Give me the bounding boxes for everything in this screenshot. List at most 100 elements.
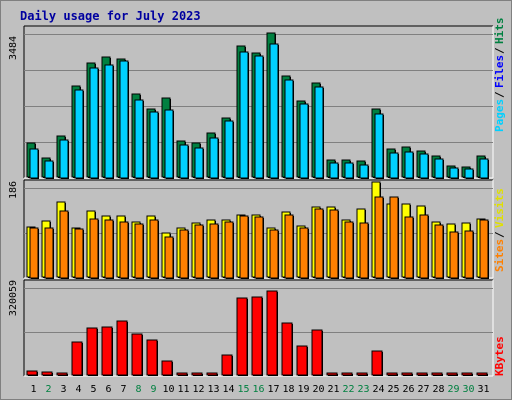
bar-hits-files-pages-files-day-19 [299, 103, 309, 179]
bar-visits-sites-sites-day-12 [194, 224, 204, 279]
x-tick-label-day-12: 12 [192, 384, 204, 395]
bar-visits-sites-sites-day-2 [44, 227, 54, 279]
bar-hits-files-pages-files-day-20 [314, 86, 324, 179]
bar-visits-sites-sites-day-10 [164, 236, 174, 279]
x-tick-label-day-10: 10 [162, 384, 174, 395]
bar-hits-files-pages-files-day-21 [329, 162, 339, 179]
bar-hits-files-pages-files-day-1 [29, 148, 39, 179]
bar-kbytes-kbytes-day-14 [221, 354, 233, 376]
x-tick-label-day-13: 13 [207, 384, 219, 395]
bar-hits-files-pages-files-day-12 [194, 147, 204, 179]
bar-kbytes-kbytes-day-11 [176, 372, 188, 376]
x-tick-label-day-30: 30 [462, 384, 474, 395]
bar-visits-sites-sites-day-25 [389, 196, 399, 279]
x-tick-label-day-8: 8 [135, 384, 141, 395]
bar-hits-files-pages-files-day-31 [479, 158, 489, 179]
bar-kbytes-kbytes-day-25 [386, 372, 398, 376]
x-tick-label-day-20: 20 [312, 384, 324, 395]
legend-sites: Sites [493, 239, 506, 272]
bar-kbytes-kbytes-day-4 [71, 341, 83, 376]
bar-visits-sites-sites-day-7 [119, 221, 129, 279]
bar-visits-sites-sites-day-16 [254, 216, 264, 279]
x-tick-label-day-19: 19 [297, 384, 309, 395]
bar-visits-sites-sites-day-6 [104, 219, 114, 279]
bar-visits-sites-sites-day-1 [29, 227, 39, 279]
bar-visits-sites-sites-day-28 [434, 224, 444, 279]
bar-kbytes-kbytes-day-7 [116, 320, 128, 376]
x-tick-label-day-3: 3 [60, 384, 66, 395]
bar-visits-sites-sites-day-14 [224, 221, 234, 279]
bar-hits-files-pages-files-day-25 [389, 152, 399, 179]
bar-kbytes-kbytes-day-31 [476, 372, 488, 376]
x-tick-label-day-14: 14 [222, 384, 234, 395]
bar-visits-sites-sites-day-26 [404, 216, 414, 279]
bar-kbytes-kbytes-day-13 [206, 372, 218, 376]
bar-kbytes-kbytes-day-15 [236, 297, 248, 376]
bar-visits-sites-sites-day-31 [479, 219, 489, 279]
legend-files: Files [493, 55, 506, 88]
x-tick-label-day-15: 15 [237, 384, 249, 395]
bar-kbytes-kbytes-day-30 [461, 372, 473, 376]
bar-hits-files-pages-files-day-26 [404, 151, 414, 179]
bar-kbytes-kbytes-day-27 [416, 372, 428, 376]
legend-sep-3: / [493, 231, 506, 238]
bar-visits-sites-sites-day-19 [299, 227, 309, 279]
bar-kbytes-kbytes-day-18 [281, 322, 293, 376]
bar-visits-sites-sites-day-3 [59, 210, 69, 279]
bar-kbytes-kbytes-day-10 [161, 360, 173, 376]
bar-kbytes-kbytes-day-29 [446, 372, 458, 376]
bar-kbytes-kbytes-day-17 [266, 290, 278, 376]
bar-visits-sites-sites-day-21 [329, 209, 339, 279]
bar-hits-files-pages-files-day-9 [149, 111, 159, 179]
bar-kbytes-kbytes-day-24 [371, 350, 383, 376]
x-tick-label-day-25: 25 [387, 384, 399, 395]
bar-visits-sites-sites-day-5 [89, 218, 99, 279]
x-tick-label-day-11: 11 [177, 384, 189, 395]
panel1-ymax-label: 3484 [8, 36, 19, 60]
bar-hits-files-pages-files-day-28 [434, 158, 444, 179]
x-tick-label-day-22: 22 [342, 384, 354, 395]
x-tick-label-day-24: 24 [372, 384, 384, 395]
legend-sep-2: / [493, 47, 506, 54]
x-tick-label-day-23: 23 [357, 384, 369, 395]
bar-hits-files-pages-files-day-13 [209, 137, 219, 179]
x-tick-label-day-1: 1 [30, 384, 36, 395]
bar-kbytes-kbytes-day-5 [86, 327, 98, 376]
x-tick-label-day-29: 29 [447, 384, 459, 395]
panel3-ymax-label: 320059 [8, 280, 19, 316]
bar-kbytes-kbytes-day-21 [326, 372, 338, 376]
bar-hits-files-pages-files-day-7 [119, 60, 129, 179]
bar-hits-files-pages-files-day-18 [284, 79, 294, 179]
x-tick-label-day-6: 6 [105, 384, 111, 395]
bar-kbytes-kbytes-day-8 [131, 333, 143, 376]
bar-hits-files-pages-files-day-4 [74, 89, 84, 179]
bar-kbytes-kbytes-day-22 [341, 372, 353, 376]
x-tick-label-day-21: 21 [327, 384, 339, 395]
x-tick-label-day-9: 9 [150, 384, 156, 395]
bar-kbytes-kbytes-day-2 [41, 371, 53, 376]
bar-hits-files-pages-files-day-16 [254, 55, 264, 179]
bar-hits-files-pages-files-day-14 [224, 120, 234, 179]
x-tick-label-day-27: 27 [417, 384, 429, 395]
x-tick-label-day-28: 28 [432, 384, 444, 395]
bar-hits-files-pages-files-day-24 [374, 113, 384, 179]
bar-hits-files-pages-files-day-30 [464, 168, 474, 179]
bar-kbytes-kbytes-day-6 [101, 326, 113, 376]
x-tick-label-day-31: 31 [477, 384, 489, 395]
bar-visits-sites-sites-day-29 [449, 231, 459, 279]
bar-hits-files-pages-files-day-15 [239, 51, 249, 179]
legend-pages: Pages [493, 99, 506, 132]
bar-visits-sites-sites-day-30 [464, 230, 474, 279]
bar-kbytes-kbytes-day-9 [146, 339, 158, 376]
x-tick-label-day-18: 18 [282, 384, 294, 395]
x-tick-label-day-4: 4 [75, 384, 81, 395]
bar-visits-sites-sites-day-13 [209, 223, 219, 279]
x-tick-label-day-26: 26 [402, 384, 414, 395]
bar-visits-sites-sites-day-4 [74, 228, 84, 279]
x-tick-label-day-2: 2 [45, 384, 51, 395]
legend-kbytes: KBytes [493, 336, 506, 376]
bar-kbytes-kbytes-day-26 [401, 372, 413, 376]
bar-kbytes-kbytes-day-19 [296, 345, 308, 376]
bar-hits-files-pages-files-day-5 [89, 67, 99, 179]
